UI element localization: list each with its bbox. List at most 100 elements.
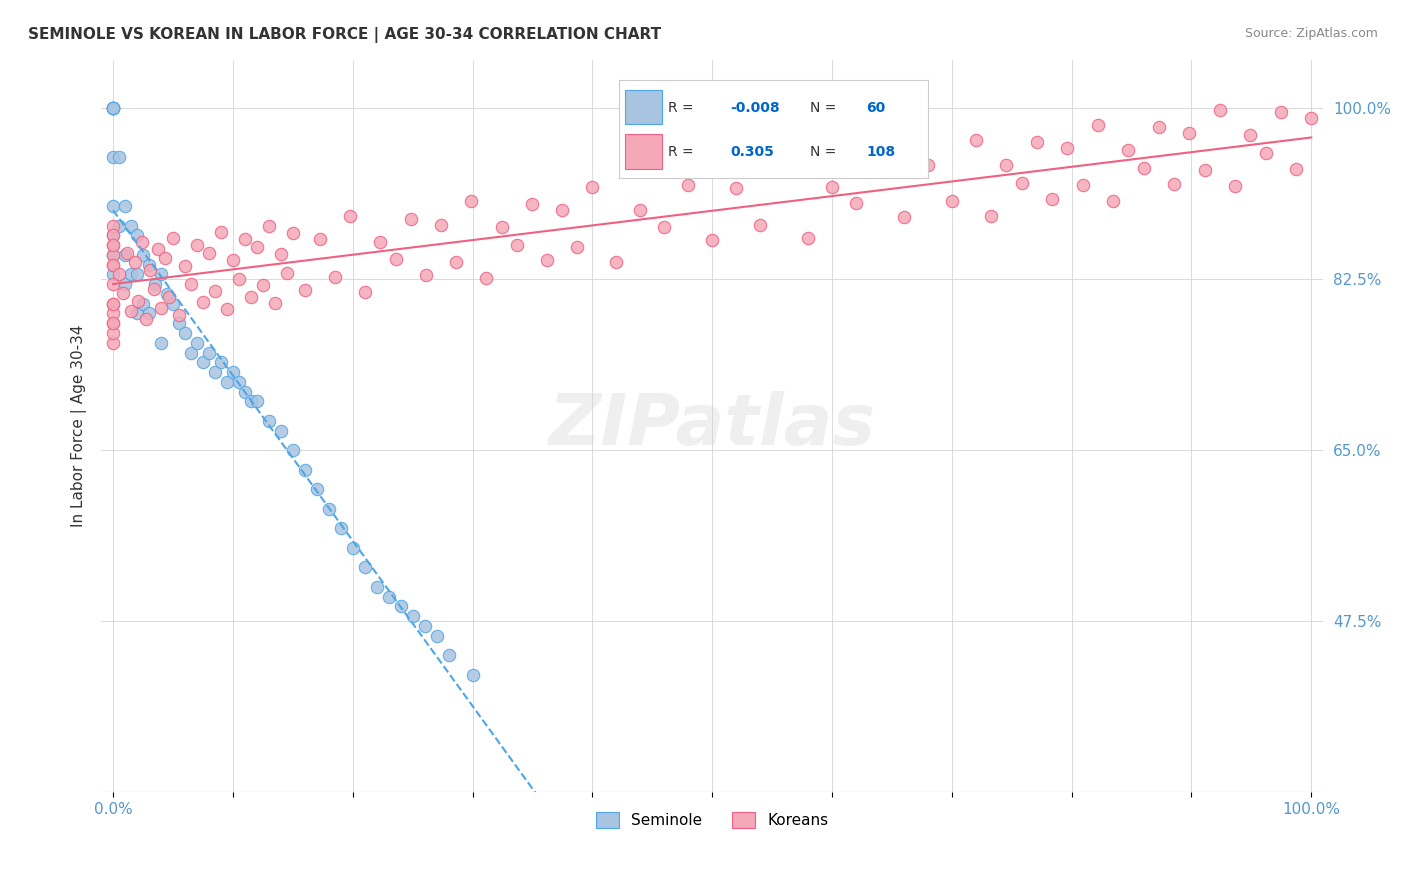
Point xyxy=(1194,163,1216,178)
Point xyxy=(209,355,232,369)
Point xyxy=(101,258,124,272)
Point xyxy=(1025,135,1047,149)
Text: N =: N = xyxy=(810,101,837,115)
Text: 108: 108 xyxy=(866,145,896,159)
Text: R =: R = xyxy=(668,101,693,115)
Point xyxy=(1040,192,1063,206)
Point xyxy=(323,269,346,284)
Point xyxy=(174,326,197,340)
Point xyxy=(294,463,316,477)
Point xyxy=(941,194,963,209)
Point xyxy=(797,231,820,245)
Point xyxy=(162,296,184,310)
Point xyxy=(821,179,844,194)
Text: Source: ZipAtlas.com: Source: ZipAtlas.com xyxy=(1244,27,1378,40)
Point xyxy=(125,228,148,243)
Point xyxy=(101,238,124,252)
Point xyxy=(652,219,675,234)
Point xyxy=(460,194,482,209)
Point xyxy=(389,599,412,614)
Point xyxy=(239,290,262,304)
Point xyxy=(174,259,197,273)
Point xyxy=(845,196,868,211)
Point xyxy=(143,277,166,292)
Point xyxy=(294,283,316,297)
Point xyxy=(401,609,423,624)
Point xyxy=(108,150,131,164)
Text: SEMINOLE VS KOREAN IN LABOR FORCE | AGE 30-34 CORRELATION CHART: SEMINOLE VS KOREAN IN LABOR FORCE | AGE … xyxy=(28,27,661,43)
Point xyxy=(1102,194,1125,208)
Point xyxy=(101,102,124,116)
Point xyxy=(354,285,377,300)
Point xyxy=(101,228,124,243)
Point xyxy=(605,254,627,268)
Point xyxy=(139,263,162,277)
Point xyxy=(115,246,138,260)
Text: N =: N = xyxy=(810,145,837,159)
Point xyxy=(1239,128,1261,143)
Point xyxy=(239,394,262,409)
Point xyxy=(415,268,437,283)
Point xyxy=(114,199,136,213)
Point xyxy=(101,248,124,262)
Point xyxy=(536,253,558,268)
Point xyxy=(1087,118,1109,132)
Point xyxy=(222,365,245,379)
Point xyxy=(1116,144,1139,158)
Bar xyxy=(624,90,662,124)
Point xyxy=(270,424,292,438)
Point xyxy=(318,501,340,516)
Point xyxy=(252,278,274,293)
Point xyxy=(157,290,180,304)
Point xyxy=(101,248,124,262)
Point xyxy=(430,218,453,232)
Point xyxy=(198,246,221,260)
Point xyxy=(353,560,375,574)
Point xyxy=(156,287,179,301)
Point xyxy=(215,375,238,389)
Point xyxy=(146,243,169,257)
Point xyxy=(101,326,124,340)
Point xyxy=(209,225,232,239)
Text: -0.008: -0.008 xyxy=(730,101,779,115)
Point xyxy=(370,235,392,249)
Point xyxy=(120,219,142,233)
Point xyxy=(725,181,748,195)
Point xyxy=(263,296,285,310)
Point xyxy=(204,285,226,299)
Point xyxy=(384,252,406,267)
Point xyxy=(101,238,124,252)
Point xyxy=(162,231,184,245)
Point xyxy=(506,237,529,252)
Point xyxy=(281,226,304,240)
Point xyxy=(186,237,208,252)
Point xyxy=(150,335,173,350)
Point xyxy=(965,133,987,147)
Point xyxy=(114,248,136,262)
Point xyxy=(150,301,173,315)
Point xyxy=(101,306,124,320)
Point xyxy=(125,268,148,282)
Point xyxy=(329,521,352,535)
Point xyxy=(204,365,226,379)
Point xyxy=(127,293,149,308)
Point xyxy=(551,202,574,217)
Point xyxy=(101,335,124,350)
Point xyxy=(135,312,157,326)
Point xyxy=(281,443,304,458)
Point xyxy=(101,268,124,282)
Text: ZIPatlas: ZIPatlas xyxy=(548,392,876,460)
Bar xyxy=(624,134,662,169)
Point xyxy=(1209,103,1232,117)
Point xyxy=(101,102,124,116)
Point xyxy=(101,102,124,116)
Point xyxy=(257,414,280,428)
Point xyxy=(437,648,460,663)
Point xyxy=(567,240,589,254)
Point xyxy=(111,285,134,300)
Point xyxy=(678,178,700,192)
Point xyxy=(198,345,221,359)
Point xyxy=(167,308,190,322)
Point xyxy=(702,233,724,247)
Point xyxy=(108,219,131,233)
